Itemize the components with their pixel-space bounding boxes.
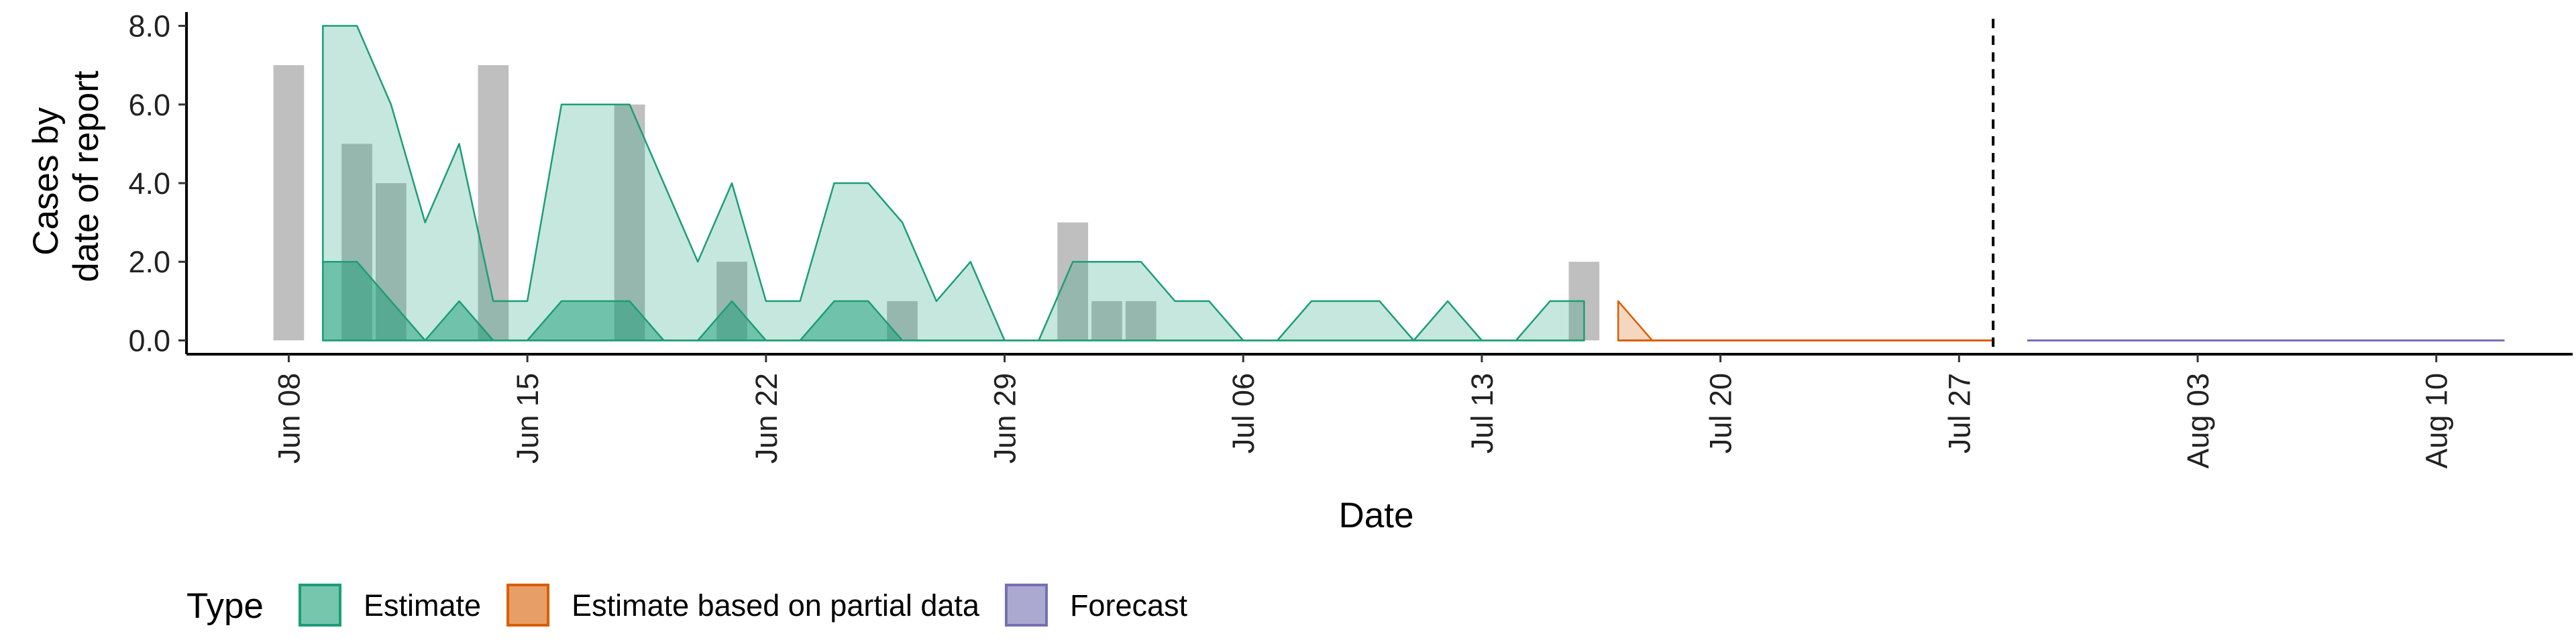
legend: Type Estimate Estimate based on partial d… <box>186 584 1188 627</box>
y-tick-label: 8.0 <box>128 9 170 44</box>
outer-band <box>322 25 1585 341</box>
legend-item: Estimate <box>299 584 481 627</box>
reported-cases-bar <box>478 65 509 341</box>
x-tick-label: Jul 06 <box>1226 373 1260 453</box>
reported-cases-bar <box>1125 301 1157 341</box>
x-tick-label: Aug 03 <box>2181 373 2215 469</box>
legend-label: Forecast <box>1070 588 1188 623</box>
outer-band <box>1617 300 1994 341</box>
series-estimate <box>322 25 1585 341</box>
legend-swatch <box>299 584 341 627</box>
y-axis-title-line-1: Cases by <box>26 107 66 255</box>
x-tick-label: Jul 20 <box>1704 373 1738 453</box>
legend-title: Type <box>186 586 264 626</box>
reported-cases-bar <box>1057 222 1088 341</box>
legend-item: Estimate based on partial data <box>506 584 980 627</box>
y-axis-title: Cases by date of report <box>26 70 106 282</box>
x-tick-label: Jul 13 <box>1465 373 1499 453</box>
series-estimate-based-on-partial-data <box>1617 300 1994 341</box>
x-tick-label: Jul 27 <box>1942 373 1976 453</box>
x-tick-label: Jun 08 <box>272 373 306 464</box>
y-axis-ticks: 0.0 2.0 4.0 6.0 8.0 <box>128 9 186 358</box>
reported-cases-bar <box>273 65 305 341</box>
y-tick-label: 0.0 <box>128 323 170 358</box>
x-axis-ticks: Jun 08 Jun 15 Jun 22 Jun 29 Jul 06 Jul 13 Jul … <box>272 354 2454 469</box>
legend-label: Estimate <box>364 588 481 623</box>
series-layer <box>322 25 2505 341</box>
legend-label: Estimate based on partial data <box>572 588 980 623</box>
y-tick-label: 2.0 <box>128 245 170 279</box>
y-tick-label: 6.0 <box>128 88 170 122</box>
x-tick-label: Jun 22 <box>749 373 784 464</box>
y-tick-label: 4.0 <box>128 166 170 201</box>
legend-item: Forecast <box>1004 584 1188 627</box>
legend-swatch <box>506 584 550 627</box>
legend-swatch <box>1004 584 1048 627</box>
x-axis-title: Date <box>1339 496 1414 535</box>
x-tick-label: Jun 15 <box>511 373 545 464</box>
reported-cases-bar <box>1091 301 1122 341</box>
x-tick-label: Jun 29 <box>988 373 1022 464</box>
x-tick-label: Aug 10 <box>2420 373 2454 469</box>
inner-band <box>322 260 1585 341</box>
y-axis-title-line-2: date of report <box>66 70 106 282</box>
